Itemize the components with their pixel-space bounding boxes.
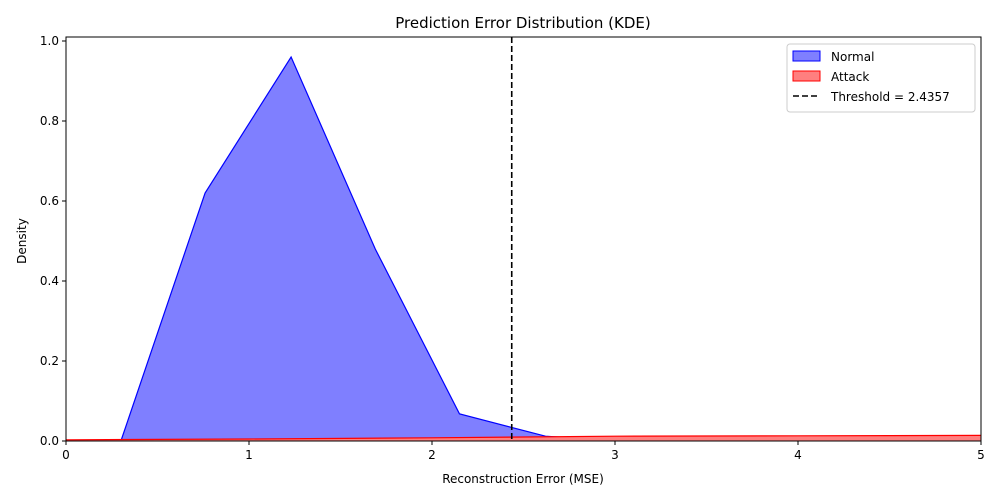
x-tick-label: 4: [794, 448, 802, 462]
legend-swatch-normal: [792, 50, 821, 62]
y-axis-label: Density: [15, 218, 29, 264]
axes: 0 1 2 3 4 5 0.0 0.2 0.4 0.6 0.8 1.0: [40, 34, 985, 462]
plot-area: [66, 37, 981, 441]
y-tick-label: 0.0: [40, 434, 59, 448]
x-tick-label: 5: [977, 448, 985, 462]
y-tick-label: 0.6: [40, 194, 59, 208]
legend-label-threshold: Threshold = 2.4357: [830, 90, 950, 104]
x-tick-label: 1: [245, 448, 253, 462]
legend-box: [786, 43, 976, 113]
y-tick-label: 0.2: [40, 354, 59, 368]
legend-label-attack: Attack: [831, 70, 869, 84]
y-tick-label: 0.4: [40, 274, 59, 288]
y-tick-label: 1.0: [40, 34, 59, 48]
x-tick-label: 3: [611, 448, 619, 462]
legend-label-normal: Normal: [831, 50, 874, 64]
series-area-normal: [66, 57, 981, 441]
legend: Normal Attack Threshold = 2.4357: [786, 43, 976, 113]
chart-title: Prediction Error Distribution (KDE): [395, 14, 650, 32]
y-tick-label: 0.8: [40, 114, 59, 128]
plot-clipped-group: [66, 55, 981, 441]
legend-swatch-attack: [792, 70, 821, 82]
x-tick-label: 2: [428, 448, 436, 462]
x-axis-label: Reconstruction Error (MSE): [442, 472, 604, 486]
x-tick-label: 0: [62, 448, 70, 462]
series-line-attack: [66, 434, 981, 441]
axes-frame: [65, 36, 982, 442]
series-area-attack: [66, 435, 981, 441]
